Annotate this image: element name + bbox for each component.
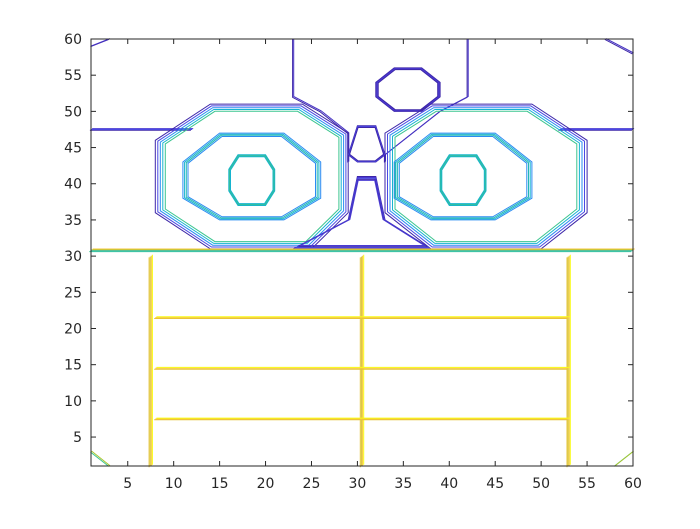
y-tick-label: 30 — [64, 249, 82, 265]
y-tick-label: 25 — [64, 285, 82, 301]
contour-group-lower-vertical-strands — [148, 254, 571, 468]
contour-line — [604, 38, 633, 55]
y-tick-label: 15 — [64, 358, 82, 374]
x-tick-label: 20 — [257, 476, 275, 492]
contour-line — [441, 156, 485, 205]
contour-group-center-triangle — [292, 176, 433, 250]
y-tick-label: 40 — [64, 177, 82, 193]
x-tick-label: 55 — [578, 476, 596, 492]
y-tick-label: 10 — [64, 394, 82, 410]
y-axis-ticks: 5 10 15 20 25 30 35 40 45 50 55 60 — [64, 32, 633, 446]
contour-line — [300, 179, 427, 246]
contour-group-left-middle-octagon — [182, 132, 322, 221]
x-tick-label: 15 — [211, 476, 229, 492]
x-tick-label: 25 — [303, 476, 321, 492]
contour-group-horizontal-30-line — [89, 248, 635, 253]
contour-group-lower-horizontal-lines — [154, 316, 570, 421]
contour-line — [228, 154, 276, 206]
contour-group-right-outer-octagon — [384, 103, 588, 250]
x-tick-label: 40 — [440, 476, 458, 492]
x-tick-label: 50 — [532, 476, 550, 492]
x-tick-label: 30 — [348, 476, 366, 492]
y-tick-label: 5 — [73, 430, 82, 446]
x-tick-label: 60 — [624, 476, 642, 492]
contour-line — [230, 156, 274, 205]
contour-group-center-diamond — [347, 125, 386, 163]
contour-line — [393, 132, 533, 221]
contour-line — [398, 136, 528, 218]
x-tick-label: 5 — [123, 476, 132, 492]
contour-line — [375, 67, 441, 112]
contour-group-right-middle-octagon — [393, 132, 533, 221]
contour-line — [90, 451, 110, 467]
x-axis-ticks: 5 10 15 20 25 30 35 40 45 50 55 60 — [123, 39, 642, 492]
contour-line — [162, 109, 342, 244]
contour-line — [185, 134, 318, 219]
y-tick-label: 20 — [64, 321, 82, 337]
contour-line — [614, 450, 634, 466]
contour-group-left-inner-octagon — [228, 154, 276, 206]
contour-line — [91, 38, 111, 47]
y-tick-label: 50 — [64, 104, 82, 120]
x-tick-label: 45 — [486, 476, 504, 492]
y-tick-label: 35 — [64, 213, 82, 229]
contour-line — [395, 133, 531, 220]
contour-line — [184, 133, 320, 220]
contour-line — [392, 109, 580, 244]
contour-line — [229, 155, 275, 205]
contour-group-corner-ticks — [90, 450, 634, 467]
contour-lines — [89, 38, 635, 468]
contour-line — [293, 38, 350, 162]
contour-line — [439, 154, 487, 206]
contour-line — [182, 132, 322, 221]
contour-line — [440, 155, 486, 205]
contour-group-right-inner-octagon — [439, 154, 487, 206]
axes-box — [90, 38, 634, 467]
contour-line — [605, 38, 634, 54]
y-tick-label: 60 — [64, 32, 82, 48]
contour-line — [387, 105, 585, 248]
plot-background — [91, 39, 633, 466]
y-tick-label: 55 — [64, 68, 82, 84]
x-tick-label: 35 — [394, 476, 412, 492]
contour-line — [376, 68, 440, 112]
contour-line — [164, 110, 340, 243]
x-tick-label: 10 — [165, 476, 183, 492]
contour-line — [349, 127, 385, 162]
contour-line — [389, 107, 583, 246]
contour-line — [187, 136, 316, 218]
contour-line — [397, 134, 529, 219]
y-tick-label: 45 — [64, 141, 82, 157]
contour-line — [91, 450, 111, 466]
contour-line — [377, 69, 439, 111]
